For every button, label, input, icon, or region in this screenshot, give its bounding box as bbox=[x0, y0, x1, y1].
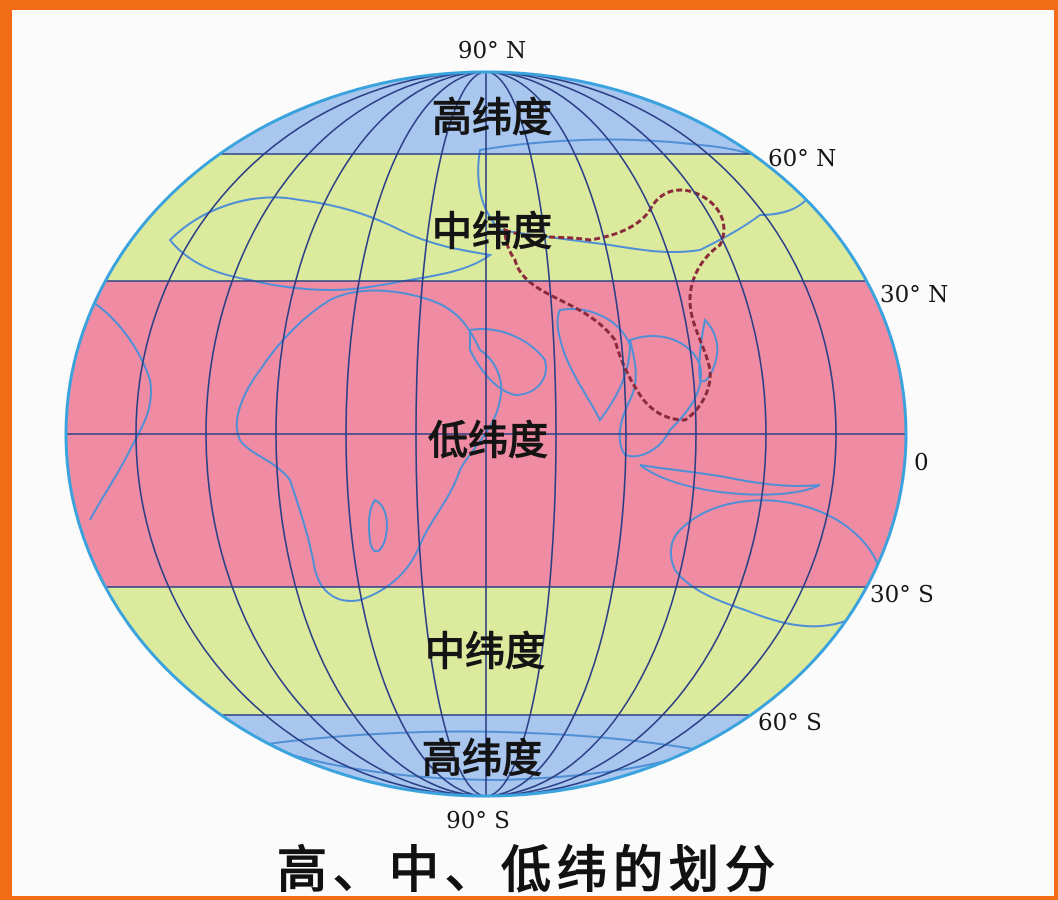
west-coast-outline bbox=[89, 299, 152, 521]
zone-label-mid-south: 中纬度 bbox=[425, 629, 545, 675]
indonesia-outline bbox=[639, 464, 821, 496]
latitude-label-90s: 90° S bbox=[446, 808, 510, 834]
latitude-label-30n: 30° N bbox=[880, 282, 948, 308]
india-outline bbox=[556, 308, 632, 422]
madagascar-outline bbox=[367, 498, 388, 553]
zone-label-mid-north: 中纬度 bbox=[432, 209, 552, 255]
zone-label-high-north: 高纬度 bbox=[432, 95, 552, 141]
arabia-outline bbox=[469, 328, 547, 397]
latitude-label-90n: 90° N bbox=[458, 38, 526, 64]
zone-label-low: 低纬度 bbox=[428, 418, 548, 464]
latitude-label-60n: 60° N bbox=[768, 146, 836, 172]
latitude-label-equator: 0 bbox=[914, 450, 929, 476]
europe-outline bbox=[168, 196, 493, 292]
japan-outline bbox=[698, 317, 719, 383]
china-border bbox=[503, 188, 726, 422]
latitude-label-60s: 60° S bbox=[758, 710, 822, 736]
latitude-label-30s: 30° S bbox=[870, 582, 934, 608]
africa-outline bbox=[235, 289, 503, 602]
globe-outline bbox=[64, 70, 908, 798]
zone-label-high-south: 高纬度 bbox=[422, 736, 542, 782]
australia-outline bbox=[669, 499, 882, 628]
diagram-title: 高、中、低纬的划分 bbox=[277, 841, 781, 899]
